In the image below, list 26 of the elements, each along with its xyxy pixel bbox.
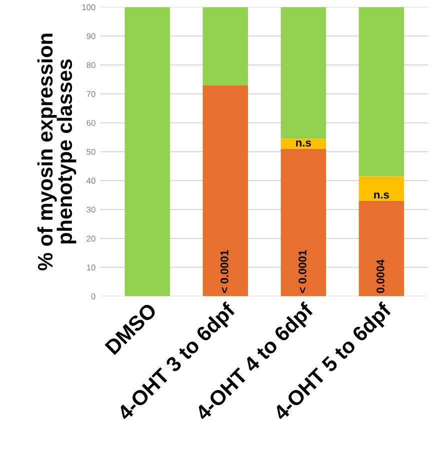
annotation: n.s bbox=[374, 192, 390, 199]
y-tick-label: 10 bbox=[87, 264, 96, 270]
bar bbox=[358, 7, 404, 176]
bar bbox=[280, 138, 326, 149]
bar bbox=[202, 7, 248, 86]
y-tick-label: 40 bbox=[86, 178, 96, 184]
bar bbox=[358, 176, 404, 201]
annotation: < 0.0001 bbox=[298, 250, 306, 293]
bar bbox=[202, 85, 248, 296]
y-tick-label: 0 bbox=[91, 293, 96, 300]
annotation: n.s bbox=[296, 140, 311, 147]
y-tick-label: 100 bbox=[82, 4, 96, 10]
y-axis-title: % of myosin expression phenotype classes bbox=[37, 34, 76, 270]
y-tick-label: 50 bbox=[86, 148, 96, 155]
bar bbox=[280, 148, 326, 296]
y-tick-label: 70 bbox=[86, 91, 96, 97]
y-tick-label: 20 bbox=[86, 236, 96, 242]
bar bbox=[358, 200, 404, 296]
y-tick-label: 80 bbox=[86, 62, 96, 68]
annotation: < 0.0001 bbox=[220, 250, 228, 293]
y-tick-label: 90 bbox=[86, 33, 96, 40]
annotation: 0.0004 bbox=[376, 259, 384, 293]
y-tick-label: 60 bbox=[86, 120, 96, 126]
y-tick-label: 30 bbox=[86, 206, 96, 213]
bar bbox=[280, 7, 326, 139]
bar bbox=[124, 7, 170, 296]
